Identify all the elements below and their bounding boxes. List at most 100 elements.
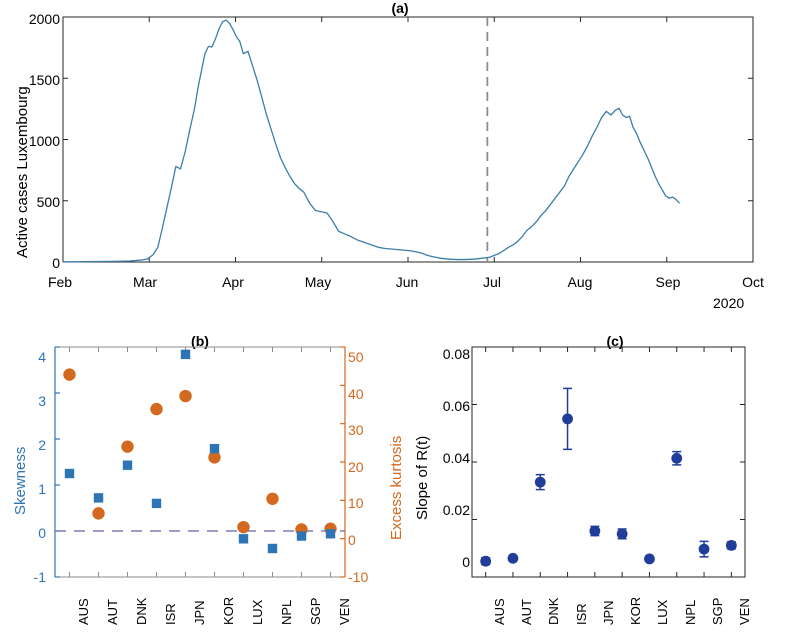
- panel-a-xtick-jun: Jun: [395, 274, 419, 290]
- panel-b-kurtosis-marker: [179, 389, 192, 403]
- panel-b-skewness-marker: [64, 468, 75, 479]
- panel-b-skewness-marker: [267, 543, 278, 554]
- panel-b-skewness-marker: [180, 349, 191, 360]
- panel-a-xtick-feb: Feb: [47, 274, 73, 290]
- panel-c-xtick-label-jpn: JPN: [600, 600, 616, 625]
- panel-b-skewness-marker: [93, 493, 104, 503]
- panel-b-ytick-right-40: 40: [348, 386, 364, 402]
- panel-a-xtick-sep: Sep: [655, 274, 681, 290]
- panel-a-title: (a): [391, 0, 409, 16]
- panel-c-slope-marker: [507, 552, 519, 564]
- panel-a-xtick-may: May: [304, 274, 332, 290]
- panel-c-xtick-label-aus: AUS: [491, 598, 507, 625]
- panel-b-ytick-right-20: 20: [348, 459, 364, 475]
- panel-b-xtick-label-npl: NPL: [278, 599, 294, 625]
- panel-a: (a) Active cases Luxembourg 0 500 1000 1…: [14, 0, 764, 311]
- panel-b-kurtosis-marker: [208, 451, 221, 464]
- panel-b-title: (b): [191, 333, 209, 349]
- panel-c-datapoint-aus: [480, 555, 492, 567]
- panel-c-xtick-label-isr: ISR: [573, 603, 589, 625]
- panel-a-xtick-oct: Oct: [742, 274, 764, 290]
- panel-a-xtick-jul: Jul: [483, 274, 501, 290]
- panel-b-ytick-right-0: 0: [348, 532, 356, 548]
- panel-c-datapoint-isr: [562, 387, 573, 451]
- panel-b-kurtosis-marker: [150, 402, 163, 416]
- panel-c-xtick-label-dnk: DNK: [546, 597, 562, 625]
- panel-c-xtick-label-npl: NPL: [682, 599, 698, 625]
- panel-c-xtick-label-lux: LUX: [655, 599, 671, 625]
- panel-a-ytick-1000: 1000: [28, 133, 60, 149]
- panel-c-ytick-002: 0.02: [442, 502, 470, 518]
- panel-a-series-line: [63, 19, 681, 263]
- panel-c-xtick-label-sgp: SGP: [710, 597, 726, 625]
- panel-b-skewness-marker: [296, 531, 307, 541]
- panel-b-ytick-left-0: 0: [38, 525, 46, 541]
- panel-c-title: (c): [606, 333, 624, 349]
- panel-b-plot: [54, 346, 346, 578]
- panel-c-datapoint-aut: [507, 552, 519, 564]
- panel-c-plot: [471, 346, 746, 578]
- panel-b-skewness-marker: [122, 460, 133, 470]
- panel-b-xtick-label-ven: VEN: [336, 598, 352, 625]
- panel-c-slope-marker: [589, 525, 601, 537]
- panel-b-skewness-marker: [209, 443, 220, 454]
- panel-b-xtick-label-aut: AUT: [104, 599, 120, 625]
- panel-c-ytick-004: 0.04: [442, 450, 470, 466]
- panel-c-slope-marker: [480, 555, 492, 567]
- panel-c-xtick-label-ven: VEN: [737, 598, 753, 625]
- panel-b-ytick-right-30: 30: [348, 422, 364, 438]
- panel-c-datapoint-npl: [671, 450, 683, 466]
- panel-b-skewness-marker: [151, 498, 162, 509]
- panel-b-ytick-left-3: 3: [38, 393, 46, 409]
- panel-b-ytick-left-2: 2: [38, 437, 46, 453]
- panel-c-xtick-label-kor: KOR: [628, 596, 644, 625]
- panel-b-kurtosis-marker: [266, 492, 279, 505]
- panel-b-xtick-label-lux: LUX: [249, 599, 265, 625]
- panel-b-ytick-left-1: 1: [38, 481, 46, 497]
- panel-a-ytick-2000: 2000: [28, 11, 60, 27]
- panel-b-ytick-right-50: 50: [348, 349, 364, 365]
- panel-b-xtick-label-jpn: JPN: [191, 600, 207, 625]
- panel-c-slope-marker: [725, 539, 737, 551]
- panel-c-slope-marker: [562, 413, 573, 425]
- panel-a-xtick-aug: Aug: [567, 274, 593, 290]
- panel-b-kurtosis-marker: [63, 368, 76, 381]
- panel-a-xtick-mar: Mar: [132, 274, 158, 290]
- panel-b: (b) Skewness Excess kurtosis -1 0 1 2 3 …: [0, 325, 410, 635]
- panel-b-xtick-label-isr: ISR: [162, 603, 178, 625]
- panel-b-kurtosis-marker: [92, 507, 105, 520]
- panel-b-ytick-left--1: -1: [33, 569, 46, 585]
- panel-c-xtick-label-aut: AUT: [518, 599, 534, 625]
- panel-a-ytick-1500: 1500: [28, 72, 60, 88]
- panel-c-slope-marker: [534, 476, 546, 488]
- panel-a-ylabel: Active cases Luxembourg: [14, 86, 31, 258]
- panel-c-datapoint-lux: [644, 553, 655, 565]
- panel-b-xtick-label-kor: KOR: [220, 596, 236, 625]
- panel-b-kurtosis-marker: [237, 520, 250, 534]
- panel-b-kurtosis-marker: [121, 440, 134, 453]
- panel-c-slope-marker: [671, 452, 683, 464]
- panel-c-ytick-006: 0.06: [442, 398, 470, 414]
- panel-c-slope-marker: [698, 543, 710, 555]
- panel-c-datapoint-jpn: [589, 525, 601, 537]
- panel-c-datapoint-kor: [616, 528, 628, 540]
- panel-b-xtick-label-sgp: SGP: [307, 597, 323, 625]
- panel-c-slope-marker: [644, 553, 655, 565]
- panel-b-xtick-label-aus: AUS: [75, 598, 91, 625]
- panel-b-ytick-right-10: 10: [348, 495, 364, 511]
- panel-a-ytick-0: 0: [52, 255, 60, 271]
- panel-b-skewness-marker: [238, 534, 249, 544]
- panel-a-year-label: 2020: [713, 295, 745, 311]
- panel-b-skewness-marker: [325, 529, 336, 539]
- panel-a-plot: [62, 16, 754, 263]
- panel-c: (c) Slope of R(t) 0 0.02 0.04 0.06 0.08 …: [400, 325, 800, 635]
- panel-b-ytick-left-4: 4: [38, 349, 46, 365]
- panel-c-ytick-0: 0: [462, 554, 470, 570]
- panel-c-slope-marker: [616, 528, 628, 540]
- panel-b-ytick-right--10: -10: [348, 569, 369, 585]
- panel-a-ytick-500: 500: [36, 194, 60, 210]
- panel-c-datapoint-ven: [725, 539, 737, 551]
- panel-a-xtick-apr: Apr: [222, 274, 244, 290]
- panel-c-datapoint-dnk: [534, 473, 546, 491]
